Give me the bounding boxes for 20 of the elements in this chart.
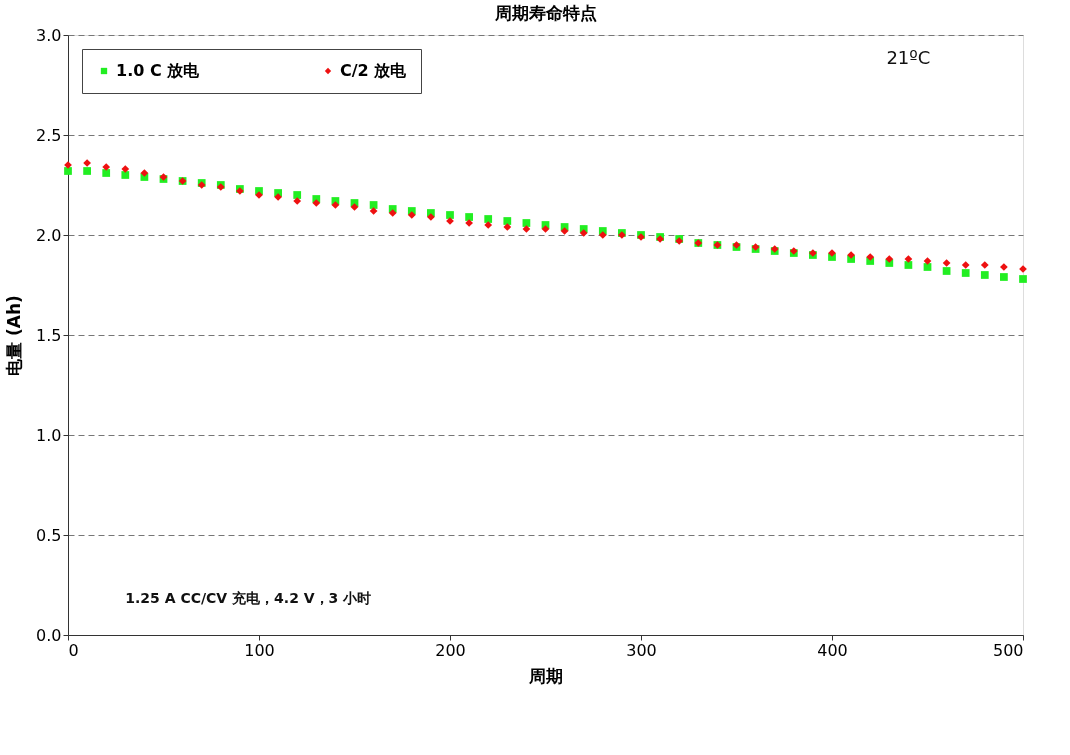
x-tick-label: 500 <box>992 640 1024 660</box>
x-axis-title: 周期 <box>528 665 563 686</box>
x-tick-label: 200 <box>435 640 466 660</box>
y-tick-label: 3.0 <box>36 25 62 45</box>
annotation: 1.25 A CC/CV 充电，4.2 V，3 小时 <box>125 590 372 606</box>
y-axis-title: 电量 (Ah) <box>4 295 25 376</box>
x-tick-label: 100 <box>244 640 275 660</box>
y-tick-label: 0.0 <box>36 625 62 645</box>
annotation: 21ºC <box>886 47 931 68</box>
x-tick-label: 0 <box>68 640 79 660</box>
x-tick-label: 300 <box>626 640 657 660</box>
legend-label: 1.0 C 放电 <box>116 61 201 80</box>
x-tick-label: 400 <box>817 640 848 660</box>
y-tick-label: 2.5 <box>36 125 62 145</box>
y-tick-label: 2.0 <box>36 225 62 245</box>
legend-label: C/2 放电 <box>340 61 408 80</box>
chart-title: 周期寿命特点 <box>493 3 597 23</box>
y-tick-label: 1.5 <box>36 325 62 345</box>
y-tick-label: 1.0 <box>36 425 62 445</box>
y-tick-label: 0.5 <box>36 525 62 545</box>
